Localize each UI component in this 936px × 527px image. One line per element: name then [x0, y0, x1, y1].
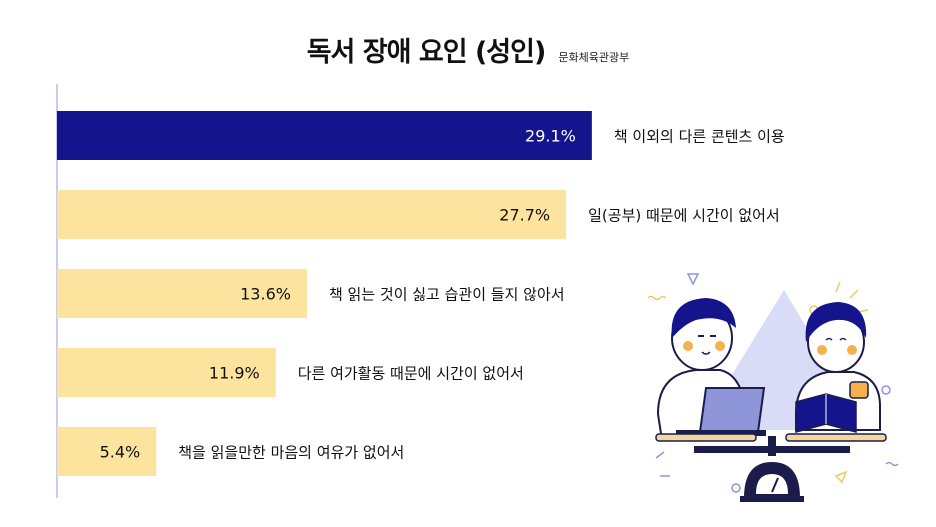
bars-group: 29.1% 책 이외의 다른 콘텐츠 이용 27.7% 일(공부) 때문에 시간이 없…: [57, 111, 785, 476]
bar-2: [57, 190, 567, 239]
chart-title-row: 독서 장애 요인 (성인) 문화체육관광부: [0, 30, 936, 69]
category-label-2: 일(공부) 때문에 시간이 없어서: [588, 207, 780, 225]
value-label-3: 13.6%: [240, 285, 291, 304]
bar-5: [57, 427, 157, 476]
chart-source: 문화체육관광부: [558, 51, 630, 64]
category-label-1: 책 이외의 다른 콘텐츠 이용: [614, 128, 785, 146]
value-label-5: 5.4%: [100, 443, 141, 462]
category-label-3: 책 읽는 것이 싫고 습관이 들지 않아서: [329, 286, 565, 304]
chart-title: 독서 장애 요인 (성인): [306, 37, 547, 68]
category-label-5: 책을 읽을만한 마음의 여유가 없어서: [178, 444, 404, 462]
value-label-2: 27.7%: [499, 206, 550, 225]
bar-1: [57, 111, 592, 160]
value-label-1: 29.1%: [525, 127, 576, 146]
value-label-4: 11.9%: [209, 364, 260, 383]
reading-balance-illustration: [647, 273, 899, 502]
category-label-4: 다른 여가활동 때문에 시간이 없어서: [298, 365, 524, 383]
bar-3: [57, 269, 307, 318]
bar-4: [57, 348, 276, 397]
